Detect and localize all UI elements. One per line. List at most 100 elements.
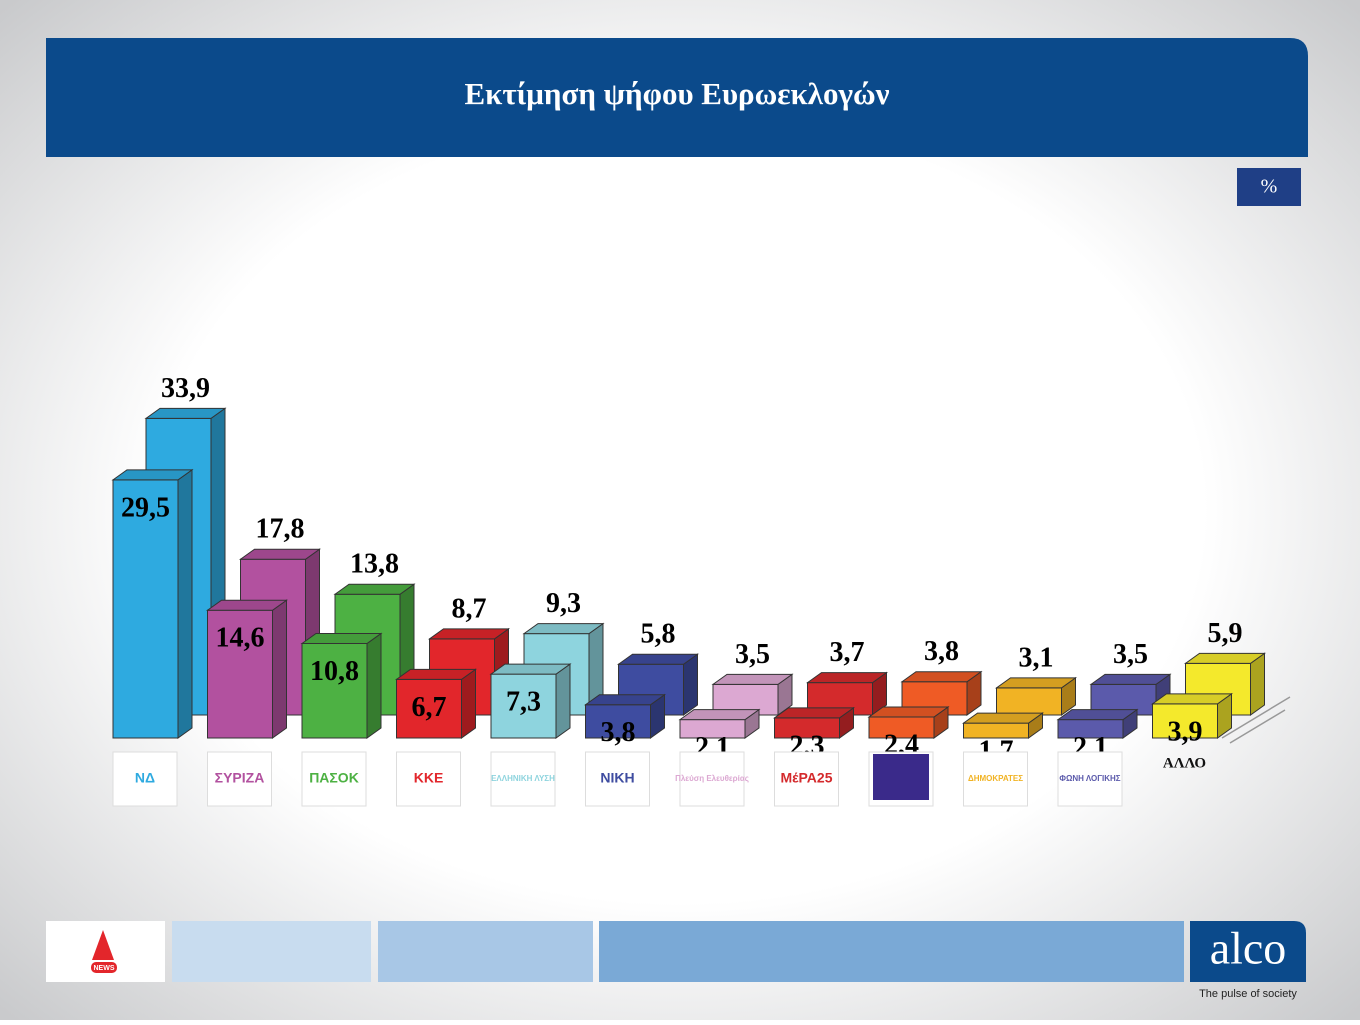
bar [583, 693, 667, 739]
value-label: 5,8 [641, 619, 676, 650]
footer-box [378, 921, 593, 982]
x-tick-label: ΜέΡΑ25 [781, 770, 833, 786]
bar-face [366, 632, 382, 739]
bar-face [1150, 693, 1234, 705]
bar-face [555, 663, 571, 739]
news-logo-mark [92, 930, 114, 960]
category-logo [490, 751, 556, 807]
x-tick-label: ΚΚΕ [414, 770, 444, 786]
news-logo: NEWS [94, 965, 115, 972]
value-label: 14,6 [216, 623, 265, 654]
bar-face [300, 633, 383, 644]
value-label: 8,7 [452, 593, 487, 624]
x-tick-label: ΠΑΣΟΚ [309, 770, 359, 786]
category-logo [112, 751, 178, 807]
bar-face [996, 687, 1062, 716]
bar-face [461, 668, 476, 739]
bar-face [490, 673, 557, 739]
bar-face [489, 663, 572, 675]
category-logo [774, 751, 839, 807]
x-tick-label: ΑΛΛΟ [1163, 755, 1206, 771]
bar [961, 712, 1045, 739]
category-logo [963, 751, 1028, 807]
value-label: 6,7 [412, 692, 447, 723]
value-label: 5,9 [1208, 618, 1243, 649]
bar [1150, 692, 1234, 739]
bar [1056, 708, 1139, 739]
value-label: 3,5 [735, 639, 770, 670]
bar-face [333, 583, 416, 595]
x-tick-label: Πλεύση Ελευθερίας [675, 774, 749, 783]
x-tick-label: ΝΙΚΗ [600, 770, 634, 786]
bar-face [396, 678, 462, 739]
bar-face [711, 673, 794, 685]
value-label: 3,9 [1168, 716, 1203, 747]
category-logo [396, 751, 461, 807]
value-label: 3,1 [1019, 642, 1054, 673]
x-tick-label: ΦΩΝΗ ΛΟΓΙΚΗΣ [1059, 774, 1120, 783]
footer-box [172, 921, 371, 982]
header-banner [46, 38, 1308, 157]
value-label: 3,8 [924, 636, 959, 667]
category-logo [679, 751, 745, 807]
value-label: 3,5 [1113, 639, 1148, 670]
category-logo-mark [873, 754, 929, 800]
bar-face [1183, 652, 1267, 664]
brand-box [1190, 921, 1306, 982]
category-logo [301, 751, 367, 807]
value-label: 3,8 [601, 717, 636, 748]
bar-face [583, 694, 667, 706]
footer-box [599, 921, 1184, 982]
bar-face [616, 653, 700, 665]
bar-face [1152, 703, 1218, 739]
bar [678, 708, 761, 739]
x-tick-label: ΕΛΛΗΝΙΚΗ ΛΥΣΗ [491, 774, 555, 783]
bar-face [961, 712, 1045, 724]
bar-face [394, 668, 478, 680]
bar-face [272, 599, 287, 739]
unit-badge [1237, 168, 1301, 206]
brand: alco [1210, 923, 1287, 974]
x-tick-label: ΝΔ [135, 770, 155, 786]
bar-face [772, 707, 856, 719]
news-logo-pill [91, 962, 117, 973]
bar-face [1250, 652, 1265, 716]
bar-face [522, 623, 605, 635]
bar-face [111, 469, 194, 481]
bar-face [585, 704, 651, 739]
bar [205, 599, 289, 739]
bar-face [177, 468, 193, 739]
value-label: 17,8 [256, 514, 305, 545]
bar-face [994, 677, 1078, 689]
category-logo [207, 751, 272, 807]
category-logo [585, 751, 650, 807]
bar [772, 706, 856, 739]
bar-face [205, 599, 289, 611]
bar [394, 668, 478, 739]
x-tick-label: ΣΥΡΙΖΑ [215, 770, 265, 786]
bar-face [238, 548, 322, 560]
bar [867, 706, 950, 739]
bar [489, 663, 572, 739]
value-label: 13,8 [350, 549, 399, 580]
value-label: 9,3 [546, 588, 581, 619]
tagline: The pulse of society [1199, 988, 1297, 1000]
value-label: 33,9 [161, 373, 210, 404]
bar-face [867, 706, 950, 718]
bar-face [144, 407, 227, 419]
value-label: 3,7 [830, 637, 865, 668]
bar [711, 673, 794, 716]
value-label: 10,8 [310, 656, 359, 687]
bar-face [678, 709, 761, 721]
bar-face [112, 479, 179, 739]
floor-edge [1221, 696, 1291, 744]
bar-face [900, 671, 983, 683]
bar-face [805, 672, 889, 684]
bar-face [1089, 673, 1172, 685]
value-label: 7,3 [506, 687, 541, 718]
unit-label: % [1261, 176, 1278, 198]
bar [111, 468, 194, 739]
